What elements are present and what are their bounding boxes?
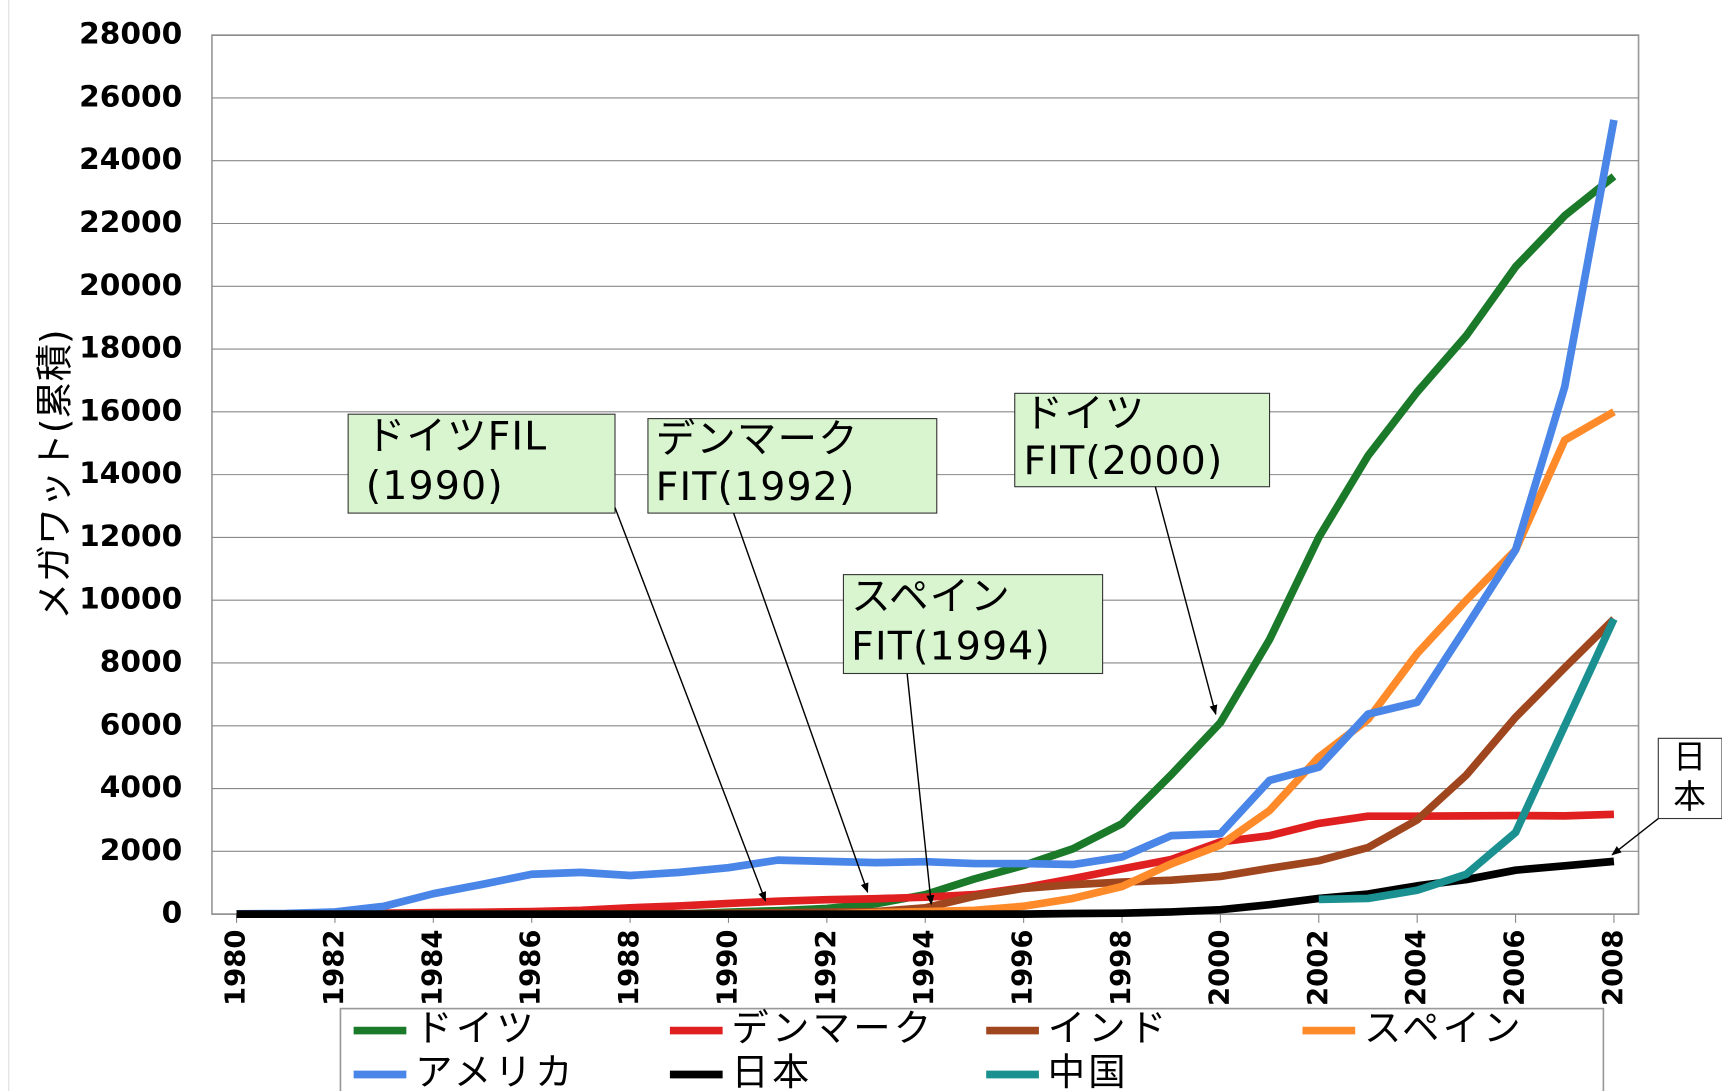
annotation-text: ドイツFIL — [366, 413, 548, 459]
y-tick-label: 26000 — [79, 78, 182, 113]
y-tick-label: 0 — [162, 895, 183, 930]
legend-label: スペイン — [1364, 1006, 1524, 1050]
annotation-arrow — [1154, 486, 1218, 716]
y-tick-label: 14000 — [79, 455, 182, 490]
annotation-text: (1990) — [366, 463, 504, 509]
y-tick-label: 22000 — [79, 204, 182, 239]
y-tick-label: 16000 — [79, 392, 182, 427]
x-tick-label: 1982 — [319, 929, 350, 1005]
x-tick-label: 2000 — [1204, 929, 1235, 1005]
annotation-text: FIT(2000) — [1024, 438, 1224, 484]
x-tick-label: 2008 — [1598, 929, 1629, 1005]
annotation-arrow — [732, 512, 869, 894]
y-tick-label: 6000 — [100, 706, 182, 741]
legend-label: 中国 — [1048, 1050, 1129, 1091]
annotation-arrow — [906, 673, 935, 906]
y-tick-label: 12000 — [79, 518, 182, 553]
annotation-box — [647, 418, 938, 514]
x-tick-label: 1984 — [417, 929, 448, 1005]
legend-label: デンマーク — [731, 1006, 934, 1050]
y-tick-label: 20000 — [79, 267, 182, 302]
annotation-text: 日 — [1673, 737, 1707, 776]
legend-label: インド — [1048, 1006, 1170, 1050]
legend — [339, 1007, 1605, 1091]
x-tick-label: 2006 — [1500, 929, 1531, 1005]
x-tick-label: 1996 — [1008, 929, 1039, 1005]
y-tick-label: 8000 — [100, 643, 182, 678]
annotation-box — [1657, 737, 1722, 820]
y-tick-label: 4000 — [100, 769, 182, 804]
annotation-text: スペイン — [851, 574, 1011, 620]
annotation-text: FIT(1992) — [656, 464, 856, 510]
x-tick-label: 2002 — [1303, 929, 1334, 1005]
x-tick-label: 2004 — [1401, 929, 1432, 1005]
annotation-box — [347, 413, 616, 514]
y-axis-label: メガワット(累積) — [33, 329, 77, 620]
annotation-box — [1014, 392, 1271, 488]
y-tick-label: 24000 — [79, 141, 182, 176]
x-tick-label: 1992 — [811, 929, 842, 1005]
y-tick-label: 28000 — [79, 16, 182, 51]
x-tick-label: 1980 — [221, 929, 252, 1005]
annotation-text: ドイツ — [1024, 391, 1146, 437]
y-tick-label: 2000 — [100, 832, 182, 867]
x-tick-label: 1988 — [614, 929, 645, 1005]
x-tick-label: 1994 — [909, 929, 940, 1005]
series-line — [236, 857, 1615, 918]
x-tick-label: 1990 — [712, 929, 743, 1005]
legend-label: ドイツ — [415, 1006, 537, 1050]
annotation-arrow — [614, 507, 767, 902]
x-tick-label: 1998 — [1106, 929, 1137, 1005]
annotation-text: 本 — [1673, 777, 1707, 816]
series-line — [1318, 617, 1618, 904]
y-tick-label: 10000 — [79, 581, 182, 616]
annotation-box — [842, 574, 1104, 675]
series-line — [236, 119, 1618, 918]
annotation-text: デンマーク — [656, 417, 859, 463]
annotation-text: FIT(1994) — [851, 623, 1051, 669]
legend-label: 日本 — [731, 1050, 812, 1091]
annotation-arrow — [1611, 817, 1659, 856]
legend-label: アメリカ — [415, 1050, 576, 1091]
x-tick-label: 1986 — [516, 929, 547, 1005]
y-tick-label: 18000 — [79, 330, 182, 365]
